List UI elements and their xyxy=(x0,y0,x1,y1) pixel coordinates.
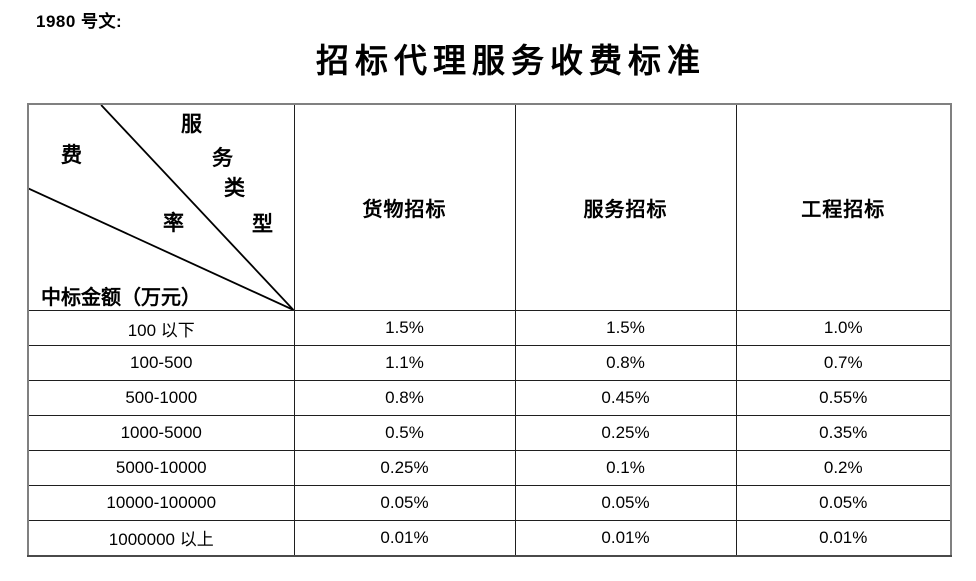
table-row: 100 以下 1.5% 1.5% 1.0% xyxy=(27,310,952,346)
rate-cell: 1.5% xyxy=(293,310,516,346)
rate-cell: 0.35% xyxy=(735,415,952,451)
corner-char-service-1: 服 xyxy=(181,112,202,136)
rate-cell: 0.45% xyxy=(514,380,737,416)
corner-char-service-2: 务 xyxy=(212,146,233,170)
rate-cell: 0.01% xyxy=(514,520,737,556)
rate-cell: 0.25% xyxy=(514,415,737,451)
corner-char-service-3: 类 xyxy=(224,176,245,200)
table-row: 500-1000 0.8% 0.45% 0.55% xyxy=(27,380,952,416)
column-header-engineering: 工程招标 xyxy=(735,103,952,311)
page-title: 招标代理服务收费标准 xyxy=(316,44,706,80)
fee-standard-table: 服 费 务 类 率 型 中标金额（万元） 货物招标 服务招标 工程招标 100 … xyxy=(27,103,952,557)
rate-cell: 0.01% xyxy=(735,520,952,556)
doc-number-label: 1980 号文: xyxy=(36,12,123,31)
rate-cell: 1.0% xyxy=(735,310,952,346)
rate-cell: 0.05% xyxy=(514,485,737,521)
rate-cell: 0.2% xyxy=(735,450,952,486)
rate-cell: 0.8% xyxy=(514,345,737,381)
rate-cell: 0.25% xyxy=(293,450,516,486)
rate-cell: 0.05% xyxy=(735,485,952,521)
column-header-goods: 货物招标 xyxy=(293,103,516,311)
corner-char-rate: 率 xyxy=(163,211,184,235)
corner-amount-label: 中标金额（万元） xyxy=(41,287,201,309)
table-row: 5000-10000 0.25% 0.1% 0.2% xyxy=(27,450,952,486)
table-row: 100-500 1.1% 0.8% 0.7% xyxy=(27,345,952,381)
amount-range-cell: 1000-5000 xyxy=(27,415,295,451)
corner-char-fee: 费 xyxy=(61,143,82,167)
amount-range-cell: 10000-100000 xyxy=(27,485,295,521)
rate-cell: 0.7% xyxy=(735,345,952,381)
amount-range-cell: 1000000 以上 xyxy=(27,520,295,556)
rate-cell: 0.05% xyxy=(293,485,516,521)
rate-cell: 0.55% xyxy=(735,380,952,416)
amount-range-cell: 100 以下 xyxy=(27,310,295,346)
diagonal-corner-cell: 服 费 务 类 率 型 中标金额（万元） xyxy=(27,103,295,311)
amount-range-cell: 100-500 xyxy=(27,345,295,381)
rate-cell: 0.8% xyxy=(293,380,516,416)
table-row: 1000-5000 0.5% 0.25% 0.35% xyxy=(27,415,952,451)
header-row: 服 费 务 类 率 型 中标金额（万元） 货物招标 服务招标 工程招标 xyxy=(27,103,952,311)
table-row: 1000000 以上 0.01% 0.01% 0.01% xyxy=(27,520,952,556)
rate-cell: 0.1% xyxy=(514,450,737,486)
rate-cell: 0.01% xyxy=(293,520,516,556)
amount-range-cell: 5000-10000 xyxy=(27,450,295,486)
amount-range-cell: 500-1000 xyxy=(27,380,295,416)
column-header-service: 服务招标 xyxy=(514,103,737,311)
corner-char-service-4: 型 xyxy=(252,212,273,236)
diagonal-lines xyxy=(29,105,294,310)
rate-cell: 0.5% xyxy=(293,415,516,451)
table-row: 10000-100000 0.05% 0.05% 0.05% xyxy=(27,485,952,521)
rate-cell: 1.1% xyxy=(293,345,516,381)
rate-cell: 1.5% xyxy=(514,310,737,346)
